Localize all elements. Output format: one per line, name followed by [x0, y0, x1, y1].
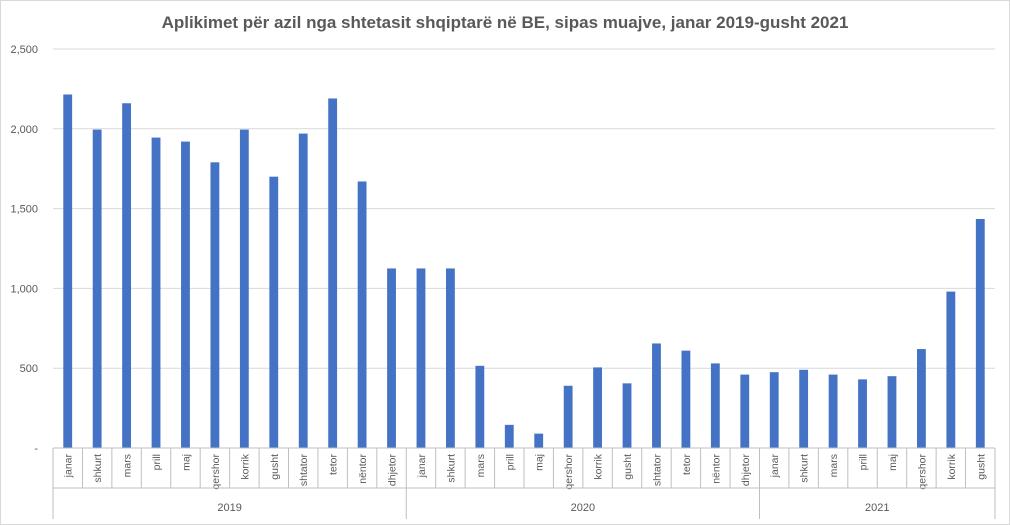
y-tick-label: 2,000	[10, 124, 38, 136]
y-tick-label: 1,000	[10, 283, 38, 295]
x-axis: janar shkurt mars prill maj qershor korrik gush…	[52, 447, 996, 519]
x-tick-label: prill	[151, 454, 163, 470]
bar	[769, 372, 779, 448]
x-tick-label: maj	[534, 454, 546, 471]
x-tick-label: nëntor	[710, 454, 722, 484]
bar	[563, 385, 573, 448]
x-tick-label: maj	[887, 454, 899, 471]
x-tick-label: qershor	[563, 454, 575, 490]
x-tick-label: korrik	[593, 453, 605, 479]
y-tick-label: 500	[20, 363, 38, 375]
bar	[946, 291, 956, 448]
bar	[63, 94, 73, 449]
bar	[622, 383, 632, 448]
year-label: 2021	[865, 502, 889, 514]
bar	[652, 343, 661, 448]
x-tick-label: prill	[858, 454, 870, 470]
y-tick-label: -	[34, 443, 38, 455]
bar	[269, 176, 279, 448]
x-tick-label: maj	[180, 454, 192, 471]
x-tick-label: gusht	[975, 454, 987, 480]
year-label: 2019	[217, 502, 241, 514]
x-tick-label: korrik	[239, 453, 251, 479]
bar	[475, 365, 485, 448]
bar	[534, 433, 544, 448]
bar	[828, 374, 838, 448]
year-label: 2020	[571, 502, 595, 514]
bar	[210, 162, 220, 449]
x-tick-label: shtator	[298, 454, 310, 487]
bar	[181, 141, 190, 448]
x-tick-label: tetor	[681, 454, 693, 476]
bar	[92, 129, 102, 448]
x-tick-label: prill	[504, 454, 516, 470]
x-tick-label: janar	[416, 454, 428, 479]
bar	[387, 268, 396, 448]
bar	[740, 374, 750, 448]
x-tick-label: korrik	[946, 453, 958, 479]
bar	[357, 181, 367, 448]
bar	[799, 369, 809, 448]
x-tick-label: qershor	[916, 454, 928, 490]
y-tick-label: 2,500	[10, 44, 38, 56]
y-axis: - 500 1,000 1,500 2,000 2,500	[10, 44, 38, 455]
bar	[416, 268, 426, 448]
bar	[298, 133, 308, 448]
bar	[681, 350, 691, 448]
x-tick-label: mars	[828, 454, 840, 477]
bar	[445, 268, 455, 448]
x-tick-label: shkurt	[799, 454, 811, 483]
y-tick-label: 1,500	[10, 204, 38, 216]
bar	[858, 379, 867, 448]
bars	[63, 94, 985, 449]
x-tick-label: shtator	[651, 454, 663, 487]
bar	[975, 218, 985, 448]
x-tick-label: nëntor	[357, 454, 369, 484]
x-tick-label: gusht	[622, 454, 634, 480]
x-tick-label: janar	[769, 454, 781, 479]
grid	[53, 48, 995, 369]
bar	[328, 98, 338, 448]
bar	[710, 363, 720, 448]
bar	[916, 349, 926, 448]
bar	[887, 376, 897, 448]
x-tick-label: mars	[122, 454, 134, 477]
bar	[504, 424, 514, 448]
bar	[151, 137, 161, 448]
x-tick-label: qershor	[210, 454, 222, 490]
x-tick-label: dhjetor	[387, 454, 399, 487]
x-tick-label: janar	[63, 454, 75, 479]
bar	[593, 367, 603, 448]
x-tick-label: dhjetor	[740, 454, 752, 487]
x-tick-label: shkurt	[92, 454, 104, 483]
x-tick-label: mars	[475, 454, 487, 477]
x-tick-label: shkurt	[445, 454, 457, 483]
bar	[122, 103, 132, 448]
x-tick-label: tetor	[328, 454, 340, 476]
chart-title: Aplikimet për azil nga shtetasit shqipta…	[162, 13, 849, 32]
bar	[239, 129, 249, 448]
x-tick-label: gusht	[269, 454, 281, 480]
